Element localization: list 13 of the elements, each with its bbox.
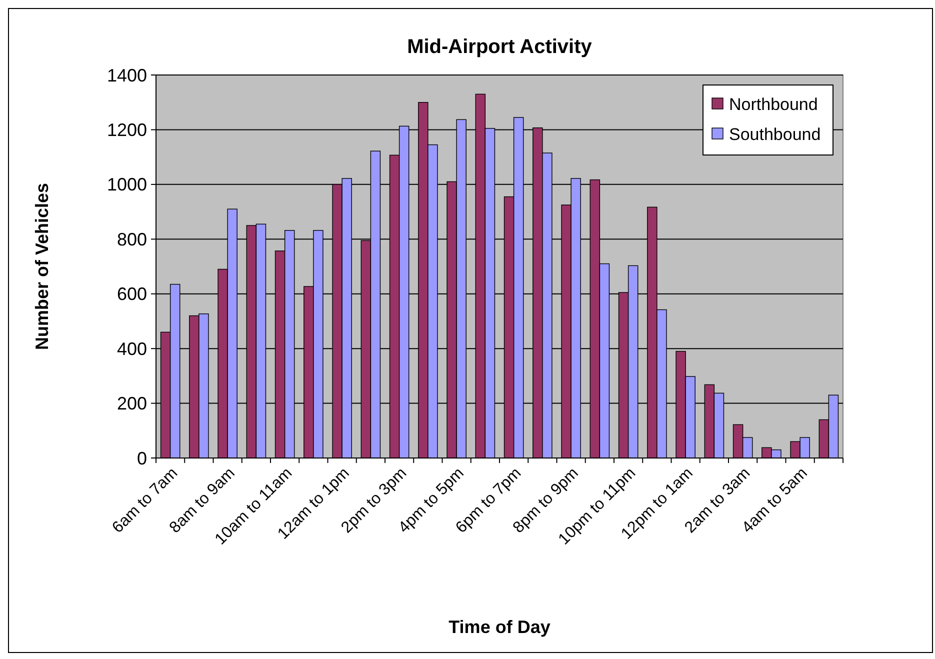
y-tick-label: 200 xyxy=(116,394,147,414)
x-axis-title: Time of Day xyxy=(448,617,550,637)
y-axis-title: Number of Vehicles xyxy=(32,182,52,350)
y-tick-label: 800 xyxy=(116,229,147,250)
y-tick-label: 600 xyxy=(116,284,147,304)
legend-label: Southbound xyxy=(729,124,821,144)
y-tick-label: 1000 xyxy=(106,174,147,195)
chart-title: Mid-Airport Activity xyxy=(407,36,593,58)
y-tick-label: 400 xyxy=(116,338,147,359)
y-tick-label: 0 xyxy=(136,448,147,468)
legend-label: Northbound xyxy=(729,94,818,114)
y-tick-label: 1200 xyxy=(106,120,147,140)
y-tick-label: 1400 xyxy=(106,65,147,86)
